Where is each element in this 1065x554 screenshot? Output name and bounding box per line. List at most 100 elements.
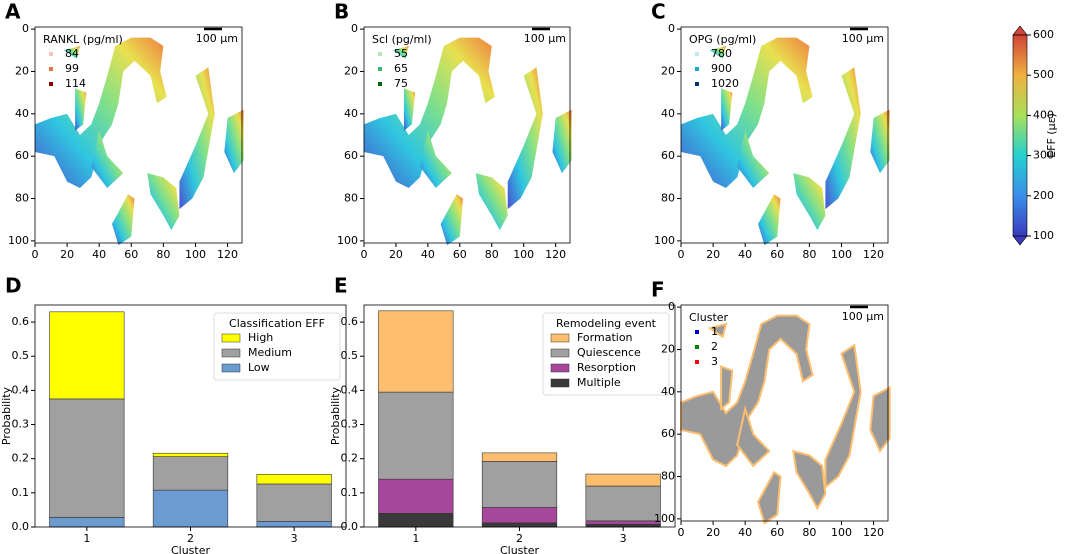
y-tick-label: 100 bbox=[8, 234, 29, 247]
tissue-region bbox=[681, 37, 813, 188]
axes-frame bbox=[34, 304, 347, 528]
y-tick-label: 60 bbox=[661, 427, 675, 440]
bar-segment bbox=[152, 452, 229, 457]
legend-label: 114 bbox=[65, 77, 86, 90]
y-tick-label: 0.0 bbox=[12, 520, 30, 533]
x-tick-label: 100 bbox=[831, 248, 852, 261]
scale-bar-label: 100 µm bbox=[524, 32, 566, 45]
y-axis-label: Probability bbox=[329, 386, 342, 445]
x-tick-label: 40 bbox=[738, 248, 752, 261]
y-tick-label: 0.5 bbox=[341, 349, 359, 362]
tissue-region bbox=[792, 449, 827, 511]
y-tick-label: 0.1 bbox=[341, 486, 359, 499]
tissue-region bbox=[419, 130, 452, 188]
legend-label: Low bbox=[248, 361, 270, 374]
colorbar-tick-label: 300 bbox=[1033, 149, 1054, 162]
y-tick-label: 60 bbox=[344, 149, 358, 162]
panel-letter: F bbox=[651, 278, 665, 302]
x-tick-label: 60 bbox=[770, 526, 784, 539]
x-tick-label: 2 bbox=[516, 532, 523, 545]
tissue-region bbox=[680, 314, 814, 468]
panel-letter: A bbox=[5, 0, 21, 24]
x-tick-label: 100 bbox=[831, 526, 852, 539]
x-tick-label: 80 bbox=[485, 248, 499, 261]
y-tick-label: 60 bbox=[661, 149, 675, 162]
tissue-region bbox=[552, 109, 572, 174]
legend-label: 75 bbox=[394, 77, 408, 90]
legend-box bbox=[542, 312, 670, 396]
tissue-region bbox=[91, 130, 124, 188]
legend-label: 99 bbox=[65, 62, 79, 75]
panel-letter: E bbox=[334, 274, 348, 298]
tissue-region bbox=[112, 194, 135, 246]
y-tick-label: 0.3 bbox=[341, 418, 359, 431]
y-tick-label: 0.6 bbox=[12, 315, 30, 328]
axes-frame bbox=[34, 26, 243, 244]
y-axis-label: Probability bbox=[0, 386, 13, 445]
tissue-region bbox=[758, 194, 781, 246]
y-tick-label: 0 bbox=[668, 300, 675, 313]
scale-bar-label: 100 µm bbox=[196, 32, 238, 45]
axes-frame bbox=[680, 26, 889, 244]
x-tick-label: 60 bbox=[770, 248, 784, 261]
x-tick-label: 0 bbox=[678, 526, 685, 539]
legend-marker bbox=[49, 82, 53, 86]
panel-letter: B bbox=[334, 0, 349, 24]
x-tick-label: 0 bbox=[361, 248, 368, 261]
x-tick-label: 1 bbox=[412, 532, 419, 545]
x-axis-label: Cluster bbox=[500, 544, 540, 554]
bar-segment bbox=[481, 522, 558, 528]
colorbar-frame bbox=[1012, 34, 1028, 237]
legend-label: 55 bbox=[394, 47, 408, 60]
y-tick-label: 20 bbox=[661, 64, 675, 77]
x-tick-label: 0 bbox=[32, 248, 39, 261]
legend-marker bbox=[695, 345, 699, 349]
x-tick-label: 40 bbox=[738, 526, 752, 539]
x-tick-label: 20 bbox=[706, 248, 720, 261]
x-tick-label: 0 bbox=[678, 248, 685, 261]
bar-segment bbox=[49, 517, 125, 528]
legend-marker bbox=[378, 52, 382, 56]
y-tick-label: 20 bbox=[344, 64, 358, 77]
tissue-region bbox=[364, 37, 495, 188]
legend-label: 65 bbox=[394, 62, 408, 75]
bar-segment bbox=[256, 483, 332, 522]
x-tick-label: 60 bbox=[453, 248, 467, 261]
y-tick-label: 100 bbox=[654, 234, 675, 247]
legend-marker bbox=[695, 82, 699, 86]
x-tick-label: 20 bbox=[706, 526, 720, 539]
y-tick-label: 20 bbox=[661, 342, 675, 355]
x-tick-label: 100 bbox=[513, 248, 534, 261]
tissue-region bbox=[756, 470, 782, 525]
panel-letter: C bbox=[651, 0, 666, 24]
legend-label: 780 bbox=[711, 47, 732, 60]
tissue-region bbox=[224, 109, 244, 174]
x-tick-label: 40 bbox=[421, 248, 435, 261]
y-tick-label: 0 bbox=[668, 22, 675, 35]
colorbar-label: EFF (µε) bbox=[1045, 113, 1058, 158]
axes-frame bbox=[363, 304, 676, 528]
y-tick-label: 0 bbox=[22, 22, 29, 35]
legend-label: High bbox=[248, 331, 273, 344]
bar-segment bbox=[49, 398, 125, 518]
x-tick-label: 3 bbox=[620, 532, 627, 545]
axes-frame bbox=[680, 304, 889, 522]
tissue-region bbox=[35, 37, 167, 188]
x-tick-label: 3 bbox=[291, 532, 298, 545]
tissue-region bbox=[403, 88, 416, 131]
tissue-region bbox=[721, 88, 733, 131]
x-tick-label: 2 bbox=[187, 532, 194, 545]
tissue-region bbox=[440, 194, 464, 246]
tissue-region bbox=[147, 173, 180, 231]
legend-label: 1 bbox=[711, 325, 718, 338]
x-tick-label: 20 bbox=[389, 248, 403, 261]
colorbar-tick-label: 400 bbox=[1033, 108, 1054, 121]
x-tick-label: 120 bbox=[217, 248, 238, 261]
bar-segment bbox=[378, 310, 454, 393]
x-axis-label: Cluster bbox=[171, 544, 211, 554]
legend-marker bbox=[695, 330, 699, 334]
y-tick-label: 0.4 bbox=[12, 383, 30, 396]
tissue-region bbox=[75, 88, 87, 131]
legend-marker bbox=[49, 67, 53, 71]
y-tick-label: 0.2 bbox=[12, 452, 30, 465]
